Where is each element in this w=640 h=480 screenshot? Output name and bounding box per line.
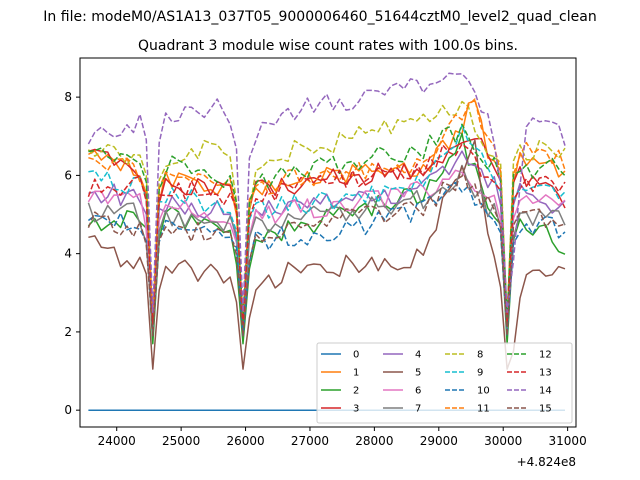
x-tick-label: 27000: [291, 434, 329, 448]
legend-label-2: 2: [353, 386, 359, 397]
series-layer: [87, 72, 566, 411]
legend-label-11: 11: [477, 404, 490, 415]
x-tick-label: 31000: [549, 434, 587, 448]
legend-label-7: 7: [415, 404, 421, 415]
y-tick-label: 8: [64, 90, 72, 104]
legend-label-14: 14: [539, 386, 552, 397]
series-line-1: [88, 99, 566, 321]
legend-label-6: 6: [415, 386, 421, 397]
series-line-10: [87, 181, 566, 337]
series-line-11: [88, 98, 566, 321]
series-line-4: [88, 150, 566, 325]
series-line-13: [87, 143, 566, 325]
legend-label-3: 3: [353, 404, 359, 415]
series-line-15: [87, 164, 566, 337]
legend-box: [316, 342, 573, 424]
legend-label-5: 5: [415, 368, 421, 379]
series-line-6: [87, 169, 566, 325]
x-offset-label: +4.824e8: [517, 455, 576, 469]
legend-label-9: 9: [477, 368, 483, 379]
y-tick-label: 6: [64, 168, 72, 182]
legend-label-12: 12: [539, 350, 552, 361]
x-tick-label: 24000: [98, 434, 136, 448]
x-tick-label: 25000: [162, 434, 200, 448]
series-line-7: [87, 164, 566, 333]
x-tick-label: 28000: [355, 434, 393, 448]
x-tick-label: 29000: [420, 434, 458, 448]
legend-label-0: 0: [353, 350, 359, 361]
legend-label-15: 15: [539, 404, 552, 415]
legend-label-4: 4: [415, 350, 421, 361]
x-tick-label: 30000: [484, 434, 522, 448]
plot-frame: [79, 57, 577, 428]
x-tick-label: 26000: [226, 434, 264, 448]
series-line-12: [88, 123, 566, 321]
y-tick-label: 0: [64, 403, 72, 417]
plot-title: Quadrant 3 module wise count rates with …: [138, 38, 518, 54]
y-tick-label: 4: [64, 247, 72, 261]
series-line-9: [88, 124, 566, 321]
series-line-8: [87, 100, 566, 321]
legend-label-1: 1: [353, 368, 359, 379]
series-line-14: [87, 72, 566, 314]
figure-suptitle: In file: modeM0/AS1A13_037T05_9000006460…: [43, 9, 596, 25]
legend-label-13: 13: [539, 368, 552, 379]
legend-label-8: 8: [477, 350, 483, 361]
legend-label-10: 10: [477, 386, 490, 397]
axes-layer: 24000 25000 26000 27000 28000 29000 30000 31000…: [64, 90, 586, 448]
series-line-5: [88, 139, 566, 370]
y-tick-label: 2: [64, 325, 72, 339]
